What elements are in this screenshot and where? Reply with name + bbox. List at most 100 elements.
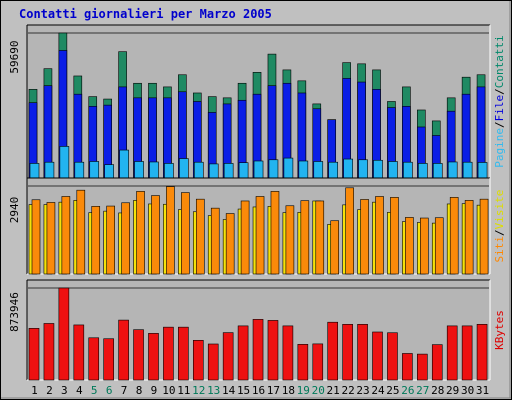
bar-siti-day-31 bbox=[479, 198, 489, 275]
chart-title: Contatti giornalieri per Marzo 2005 bbox=[19, 7, 272, 21]
bar-pagine-day-29 bbox=[447, 161, 458, 179]
bar-pagine-day-21 bbox=[328, 161, 339, 179]
bar-siti-day-2 bbox=[46, 202, 56, 275]
bar-kbytes-day-23 bbox=[357, 324, 368, 381]
bar-siti-day-27 bbox=[420, 217, 429, 275]
bar-kbytes-day-31 bbox=[476, 324, 488, 381]
bar-kbytes-day-18 bbox=[282, 325, 294, 381]
bar-kbytes-day-25 bbox=[387, 332, 398, 381]
x-tick-label-day-29: 29 bbox=[446, 384, 459, 397]
panel-mid-y-max-label: 2940 bbox=[8, 197, 21, 224]
x-tick-label-day-6: 6 bbox=[106, 384, 113, 397]
bar-kbytes-day-22 bbox=[342, 324, 353, 381]
panel-top-legend: Pagine/File/Contatti bbox=[493, 35, 506, 167]
bar-kbytes-day-13 bbox=[207, 343, 219, 381]
bar-kbytes-day-20 bbox=[312, 343, 324, 381]
bar-pagine-day-3 bbox=[59, 146, 70, 179]
x-tick-label-day-3: 3 bbox=[61, 384, 68, 397]
bar-siti-day-22 bbox=[345, 187, 354, 275]
bar-pagine-day-12 bbox=[193, 161, 204, 179]
legend-separator: / bbox=[493, 121, 506, 128]
bar-pagine-day-17 bbox=[268, 159, 279, 179]
x-tick-label-day-30: 30 bbox=[461, 384, 474, 397]
x-tick-label-day-24: 24 bbox=[371, 384, 385, 397]
bar-pagine-day-2 bbox=[44, 161, 55, 179]
bar-kbytes-day-4 bbox=[73, 324, 85, 381]
x-tick-label-day-10: 10 bbox=[162, 384, 175, 397]
bar-kbytes-day-12 bbox=[192, 340, 204, 381]
bar-kbytes-day-3 bbox=[58, 287, 70, 381]
panel-mid-legend: Siti/Visite bbox=[493, 190, 506, 263]
bar-siti-day-19 bbox=[300, 200, 310, 275]
bar-pagine-day-19 bbox=[298, 160, 309, 179]
bar-kbytes-day-9 bbox=[148, 333, 159, 381]
bar-siti-day-5 bbox=[91, 206, 101, 275]
x-tick-label-day-21: 21 bbox=[327, 384, 340, 397]
legend-entry-contatti: Contatti bbox=[493, 35, 506, 88]
bar-siti-day-20 bbox=[315, 200, 325, 275]
bar-kbytes-day-16 bbox=[252, 319, 264, 381]
bar-pagine-day-22 bbox=[343, 158, 353, 179]
bar-siti-day-12 bbox=[195, 198, 205, 275]
x-tick-label-day-8: 8 bbox=[136, 384, 143, 397]
bar-kbytes-day-30 bbox=[461, 325, 473, 381]
bar-kbytes-day-6 bbox=[103, 338, 114, 381]
x-tick-label-day-9: 9 bbox=[151, 384, 158, 397]
bar-pagine-day-11 bbox=[179, 158, 189, 179]
legend-entry-kbytes: KBytes bbox=[493, 310, 506, 350]
bar-pagine-day-28 bbox=[432, 163, 443, 179]
bar-pagine-day-30 bbox=[462, 161, 473, 179]
bar-siti-day-28 bbox=[434, 217, 444, 275]
bar-pagine-day-26 bbox=[403, 161, 413, 179]
legend-entry-pagine: Pagine bbox=[493, 128, 506, 168]
bar-kbytes-day-21 bbox=[327, 321, 339, 381]
bar-siti-day-9 bbox=[151, 195, 160, 275]
bar-siti-day-18 bbox=[285, 205, 295, 275]
bar-pagine-day-4 bbox=[74, 161, 85, 179]
legend-separator: / bbox=[493, 88, 506, 95]
bar-siti-day-11 bbox=[181, 192, 190, 275]
bar-kbytes-day-10 bbox=[163, 326, 174, 381]
legend-entry-file: File bbox=[493, 95, 506, 122]
x-tick-label-day-26: 26 bbox=[401, 384, 414, 397]
x-tick-label-day-16: 16 bbox=[252, 384, 265, 397]
x-tick-label-day-1: 1 bbox=[31, 384, 38, 397]
bar-kbytes-day-26 bbox=[402, 353, 413, 381]
bar-pagine-day-13 bbox=[208, 163, 219, 179]
bar-kbytes-day-28 bbox=[431, 344, 443, 381]
bar-siti-day-8 bbox=[136, 191, 145, 275]
bar-pagine-day-24 bbox=[373, 159, 383, 179]
bar-siti-day-24 bbox=[375, 196, 384, 275]
bar-kbytes-day-2 bbox=[43, 323, 55, 381]
bar-siti-day-14 bbox=[225, 213, 235, 275]
bar-kbytes-day-15 bbox=[237, 325, 249, 381]
x-tick-label-day-15: 15 bbox=[237, 384, 250, 397]
x-tick-label-day-19: 19 bbox=[297, 384, 310, 397]
x-tick-label-day-4: 4 bbox=[76, 384, 83, 397]
x-tick-label-day-11: 11 bbox=[177, 384, 190, 397]
bar-kbytes-day-27 bbox=[417, 353, 428, 381]
bar-pagine-day-6 bbox=[104, 164, 114, 179]
bar-pagine-day-16 bbox=[253, 160, 264, 179]
x-tick-label-day-23: 23 bbox=[356, 384, 369, 397]
bar-pagine-day-20 bbox=[313, 161, 324, 179]
legend-entry-siti: Siti bbox=[493, 236, 506, 263]
bar-siti-day-4 bbox=[76, 189, 86, 275]
bar-siti-day-7 bbox=[121, 202, 130, 275]
bar-siti-day-3 bbox=[61, 196, 71, 275]
x-tick-label-day-17: 17 bbox=[267, 384, 280, 397]
x-tick-label-day-13: 13 bbox=[207, 384, 220, 397]
bar-kbytes-day-7 bbox=[118, 319, 129, 381]
bar-siti-day-29 bbox=[449, 197, 459, 275]
bar-pagine-day-9 bbox=[149, 161, 159, 179]
bar-kbytes-day-1 bbox=[28, 328, 40, 381]
x-tick-label-day-7: 7 bbox=[121, 384, 128, 397]
x-tick-label-day-14: 14 bbox=[222, 384, 236, 397]
bar-kbytes-day-29 bbox=[446, 325, 458, 381]
bar-siti-day-6 bbox=[106, 205, 115, 275]
bar-pagine-day-8 bbox=[134, 161, 144, 179]
bar-pagine-day-5 bbox=[89, 161, 100, 179]
bar-pagine-day-27 bbox=[418, 163, 428, 179]
